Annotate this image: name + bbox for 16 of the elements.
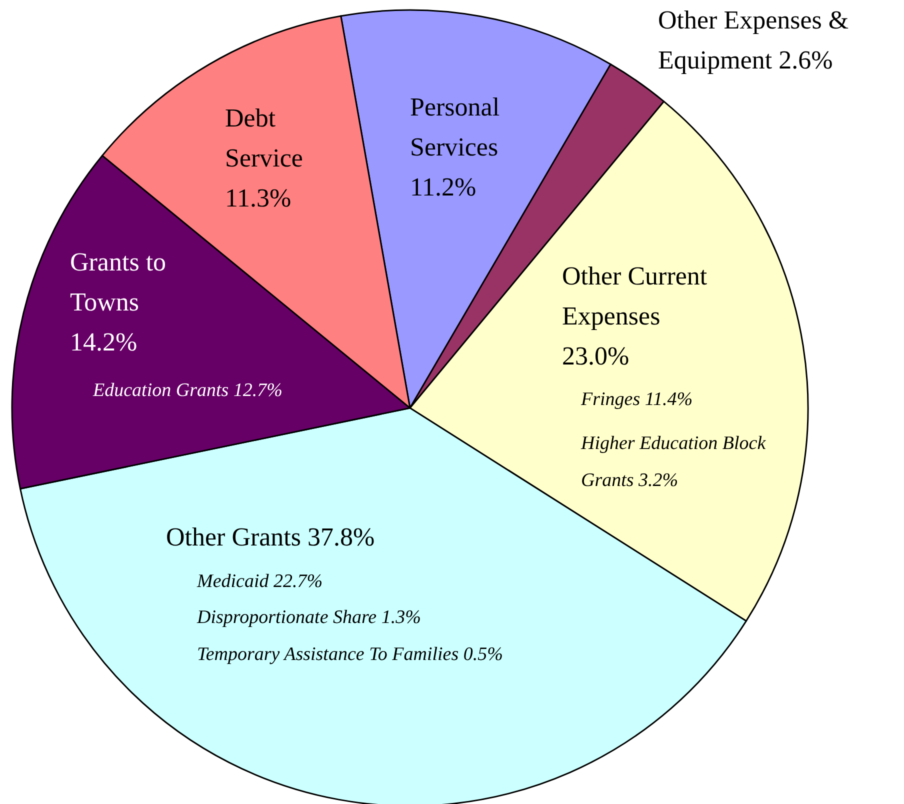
data-label: 23.0% xyxy=(562,342,630,370)
text: Higher Education Block Grants 3.2% xyxy=(580,433,770,491)
data-label: 11.3% xyxy=(225,184,292,212)
text: Temporary Assistance To Families 0.5% xyxy=(197,644,503,665)
slice-label: Other Grants 37.8% xyxy=(166,522,375,552)
text: Medicaid 22.7% xyxy=(196,571,323,592)
text: Disproportionate Share 1.3% xyxy=(196,607,421,628)
text: Education Grants 12.7% xyxy=(92,380,282,401)
text: Fringes 11.4% xyxy=(580,389,693,410)
slice-label: Personal Services xyxy=(410,92,506,162)
slice-label: Other Current Expenses xyxy=(562,262,714,330)
slice-label: Debt Service xyxy=(225,104,303,172)
data-label: 11.2% xyxy=(410,172,476,202)
slice-label: Other Expenses & Equipment 2.6% xyxy=(658,6,856,74)
data-label: 14.2% xyxy=(70,328,138,356)
slice-label: Grants to Towns xyxy=(70,248,173,316)
